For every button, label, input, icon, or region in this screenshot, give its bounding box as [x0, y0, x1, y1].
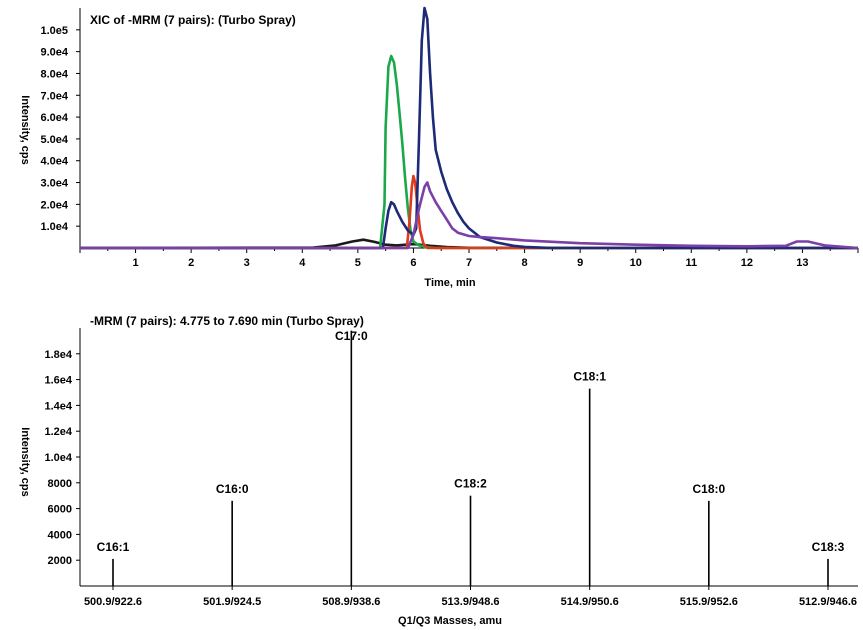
y-tick-label: 3.0e4 [40, 178, 68, 190]
y-tick-label: 2.0e4 [40, 199, 68, 211]
x-tick-label: 513.9/948.6 [441, 596, 499, 608]
y-tick-label: 6.0e4 [40, 112, 68, 124]
y-tick-label: 1.0e4 [40, 221, 68, 233]
y-tick-label: 1.4e4 [44, 400, 72, 412]
y-tick-label: 1.0e4 [44, 452, 72, 464]
peak-label: C18:1 [573, 370, 606, 384]
series-line-1 [80, 54, 858, 250]
x-tick-label: 512.9/946.6 [799, 596, 857, 608]
y-tick-label: 4000 [48, 529, 72, 541]
x-tick-label: 501.9/924.5 [203, 596, 261, 608]
x-tick-label: 4 [299, 257, 306, 269]
x-axis-label: Time, min [424, 277, 475, 289]
chart-title: XIC of -MRM (7 pairs): (Turbo Spray) [90, 13, 296, 27]
peak-label: C18:2 [454, 477, 487, 491]
y-axis-label: Intensity, cps [19, 95, 31, 164]
xic-chromatogram-chart: XIC of -MRM (7 pairs): (Turbo Spray) Int… [19, 6, 859, 289]
x-tick-label: 8 [522, 257, 528, 269]
x-tick-label: 508.9/938.6 [322, 596, 380, 608]
y-tick-label: 7.0e4 [40, 90, 68, 102]
x-tick-label: 9 [577, 257, 583, 269]
y-tick-label: 4.0e4 [40, 156, 68, 168]
y-tick-label: 1.8e4 [44, 349, 72, 361]
y-tick-label: 9.0e4 [40, 47, 68, 59]
y-tick-label: 1.2e4 [44, 426, 72, 438]
y-tick-label: 8.0e4 [40, 68, 68, 80]
series-line-3 [80, 6, 858, 250]
peak-label: C18:0 [692, 482, 725, 496]
peak-label: C17:0 [335, 329, 368, 343]
x-tick-label: 1 [133, 257, 139, 269]
x-tick-label: 500.9/922.6 [84, 596, 142, 608]
x-tick-label: 2 [188, 257, 194, 269]
x-tick-label: 13 [796, 257, 808, 269]
y-tick-label: 5.0e4 [40, 134, 68, 146]
x-tick-label: 5 [355, 257, 361, 269]
x-tick-label: 6 [410, 257, 416, 269]
x-axis-label: Q1/Q3 Masses, amu [398, 615, 502, 627]
x-tick-label: 3 [244, 257, 250, 269]
series-line-4 [80, 181, 859, 250]
y-axis-label: Intensity, cps [19, 427, 31, 496]
y-tick-label: 1.0e5 [40, 25, 68, 37]
mrm-mass-chart: -MRM (7 pairs): 4.775 to 7.690 min (Turb… [19, 314, 858, 627]
y-tick-label: 1.6e4 [44, 375, 72, 387]
peak-label: C18:3 [812, 540, 845, 554]
y-tick-label: 8000 [48, 478, 72, 490]
x-tick-label: 7 [466, 257, 472, 269]
peak-label: C16:1 [97, 540, 130, 554]
x-tick-label: 12 [741, 257, 753, 269]
peak-label: C16:0 [216, 482, 249, 496]
x-tick-label: 514.9/950.6 [561, 596, 619, 608]
chart-title: -MRM (7 pairs): 4.775 to 7.690 min (Turb… [90, 314, 364, 328]
x-tick-label: 10 [630, 257, 642, 269]
y-tick-label: 2000 [48, 555, 72, 567]
x-tick-label: 515.9/952.6 [680, 596, 738, 608]
x-tick-label: 11 [685, 257, 697, 269]
y-tick-label: 6000 [48, 504, 72, 516]
